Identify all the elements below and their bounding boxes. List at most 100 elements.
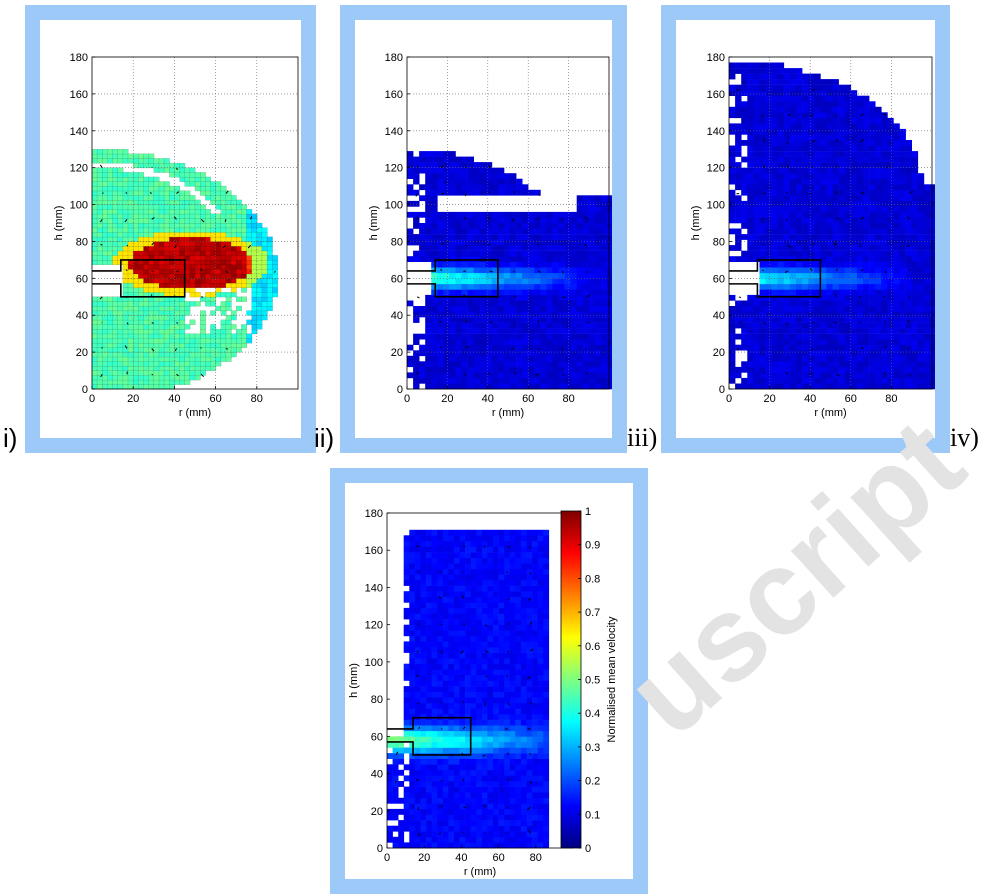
- heatmap-cell: [179, 218, 186, 224]
- heatmap-cell: [930, 283, 935, 290]
- velocity-arrow: [465, 345, 469, 349]
- heatmap-cell: [905, 206, 912, 213]
- heatmap-cell: [783, 245, 791, 251]
- heatmap-cell: [414, 647, 421, 653]
- x-tick-label: 20: [127, 393, 139, 405]
- heatmap-cell: [546, 377, 553, 384]
- heatmap-cell: [607, 339, 612, 345]
- heatmap-cell: [91, 236, 98, 242]
- heatmap-cell: [127, 310, 134, 316]
- heatmap-cell: [856, 267, 864, 274]
- heatmap-cell: [117, 301, 124, 307]
- heatmap-cell: [387, 792, 393, 799]
- heatmap-cell: [420, 607, 427, 614]
- heatmap-cell: [510, 211, 517, 218]
- heatmap-cell: [184, 204, 191, 210]
- heatmap-cell: [820, 366, 827, 373]
- heatmap-cell: [814, 101, 821, 108]
- heatmap-cell: [387, 741, 393, 748]
- heatmap-cell: [869, 217, 876, 224]
- heatmap-cell: [387, 764, 393, 771]
- heatmap-cell: [485, 361, 493, 368]
- heatmap-cell: [808, 350, 815, 357]
- heatmap-cell: [107, 384, 114, 390]
- heatmap-cell: [189, 231, 196, 238]
- heatmap-cell: [923, 361, 931, 368]
- heatmap-cell: [893, 128, 900, 135]
- heatmap-cell: [504, 311, 511, 318]
- heatmap-cell: [753, 134, 760, 141]
- heatmap-cell: [225, 282, 232, 288]
- heatmap-cell: [516, 261, 523, 268]
- heatmap-cell: [473, 239, 481, 246]
- heatmap-cell: [607, 328, 612, 334]
- heatmap-cell: [163, 227, 170, 233]
- heatmap-cell: [875, 289, 882, 296]
- heatmap-cell: [189, 181, 196, 187]
- heatmap-cell: [467, 223, 474, 229]
- heatmap-cell: [179, 351, 186, 358]
- heatmap-cell: [735, 123, 742, 130]
- heatmap-cell: [869, 256, 876, 262]
- heatmap-cell: [753, 366, 760, 373]
- heatmap-cell: [899, 383, 906, 390]
- heatmap-cell: [808, 117, 815, 124]
- heatmap-cell: [588, 322, 596, 329]
- heatmap-cell: [461, 361, 468, 368]
- heatmap-cell: [91, 195, 98, 201]
- heatmap-cell: [863, 339, 870, 345]
- heatmap-cell: [582, 322, 590, 329]
- heatmap-cell: [899, 206, 906, 213]
- heatmap-cell: [808, 156, 815, 163]
- heatmap-cell: [534, 261, 541, 268]
- heatmap-cell: [413, 256, 420, 262]
- y-tick-label: 100: [385, 200, 403, 212]
- heatmap-cell: [510, 272, 517, 279]
- heatmap-cell: [747, 339, 754, 345]
- heatmap-cell: [850, 306, 858, 312]
- heatmap-cell: [122, 282, 129, 288]
- x-tick-label: 40: [804, 393, 816, 405]
- heatmap-cell: [875, 211, 882, 218]
- heatmap-cell: [220, 195, 227, 201]
- heatmap-cell: [923, 261, 931, 268]
- heatmap-cell: [528, 223, 535, 229]
- heatmap-cell: [163, 222, 170, 229]
- heatmap-cell: [215, 342, 222, 348]
- heatmap-cell: [127, 241, 134, 247]
- heatmap-cell: [205, 264, 211, 270]
- heatmap-cell: [163, 356, 170, 362]
- heatmap-cell: [473, 377, 481, 384]
- heatmap-cell: [516, 317, 523, 323]
- heatmap-cell: [881, 117, 888, 124]
- heatmap-cell: [497, 228, 505, 235]
- heatmap-cell: [887, 184, 894, 191]
- heatmap-cell: [832, 173, 839, 179]
- heatmap-cell: [158, 199, 165, 205]
- heatmap-cell: [588, 234, 596, 240]
- heatmap-cell: [753, 117, 760, 124]
- heatmap-cell: [826, 200, 833, 207]
- heatmap-cell: [256, 287, 263, 293]
- heatmap-cell: [765, 73, 772, 80]
- heatmap-cell: [491, 355, 499, 362]
- heatmap-cell: [414, 529, 421, 536]
- heatmap-cell: [881, 355, 888, 362]
- heatmap-cell: [850, 261, 858, 268]
- heatmap-cell: [558, 355, 565, 362]
- heatmap-cell: [594, 311, 602, 318]
- heatmap-cell: [546, 283, 553, 290]
- heatmap-cell: [504, 377, 511, 384]
- heatmap-cell: [117, 351, 124, 358]
- heatmap-cell: [887, 178, 894, 185]
- heatmap-cell: [899, 245, 906, 251]
- heatmap-cell: [826, 350, 833, 357]
- heatmap-cell: [230, 204, 237, 210]
- heatmap-cell: [230, 195, 237, 201]
- heatmap-cell: [838, 272, 845, 279]
- heatmap-cell: [923, 206, 931, 213]
- heatmap-cell: [771, 344, 778, 351]
- heatmap-cell: [863, 200, 870, 207]
- heatmap-cell: [516, 250, 523, 257]
- heatmap-cell: [96, 379, 103, 385]
